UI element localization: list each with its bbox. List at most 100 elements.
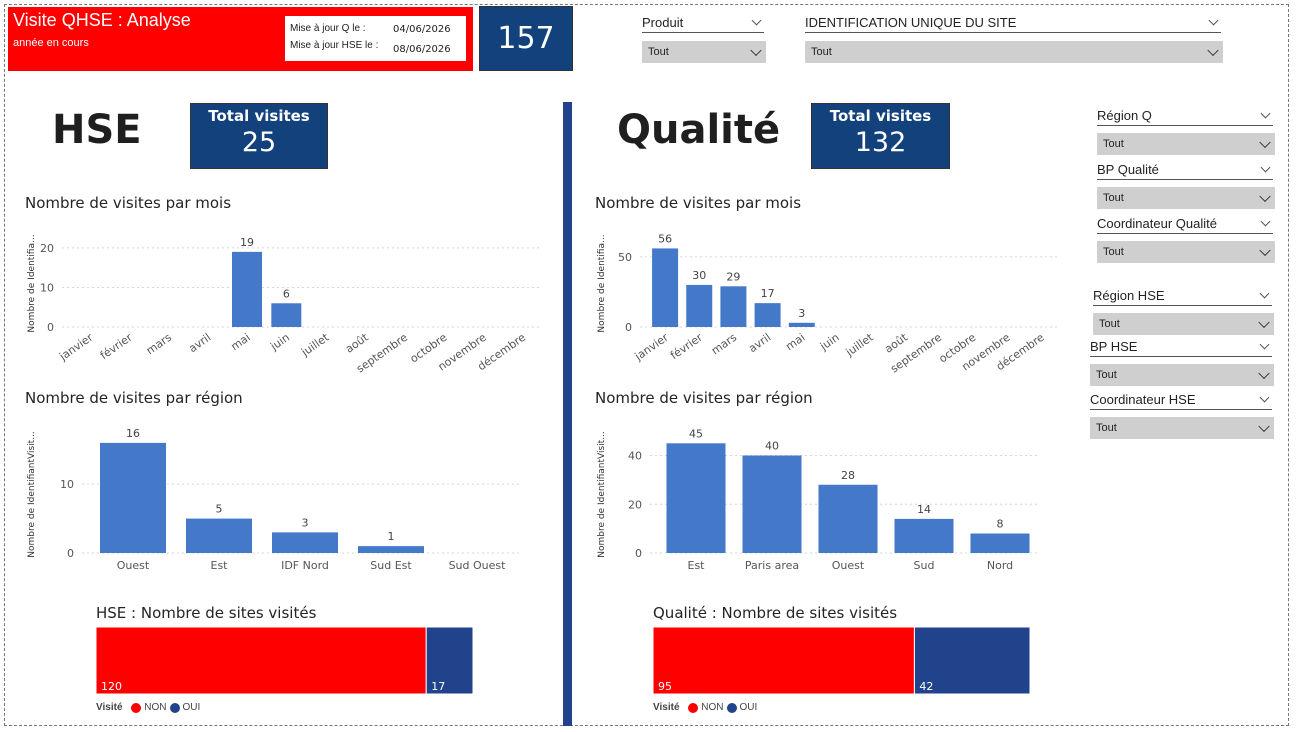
qualite-region-chart-title: Nombre de visites par région xyxy=(595,389,813,407)
data-label: 1 xyxy=(388,530,395,543)
hse-month-chart-title: Nombre de visites par mois xyxy=(25,194,232,212)
data-label: 45 xyxy=(689,427,703,440)
side-filter-title: Coordinateur HSE xyxy=(1090,392,1196,407)
x-tick-label: juillet xyxy=(298,330,332,359)
x-tick-label: août xyxy=(343,330,371,355)
qualite-month-chart-title: Nombre de visites par mois xyxy=(595,194,802,212)
side-filter-title: Région HSE xyxy=(1093,288,1165,303)
side-filter-value: Tout xyxy=(1096,369,1117,381)
x-tick-label: juin xyxy=(817,331,842,354)
x-tick-label: Est xyxy=(211,559,229,572)
y-tick-label: 50 xyxy=(618,251,632,264)
update-hse-value: 08/06/2026 xyxy=(393,44,451,55)
non-segment xyxy=(653,627,915,694)
y-tick-label: 0 xyxy=(625,321,632,334)
qualite-sites-title: Qualité : Nombre de sites visités xyxy=(653,604,898,622)
legend-non-label: NON xyxy=(144,702,167,713)
data-label: 3 xyxy=(798,307,805,320)
total-visits-kpi: 157 xyxy=(479,6,573,71)
side-filter-dropdown[interactable]: Tout xyxy=(1093,313,1274,335)
x-tick-label: Nord xyxy=(987,559,1013,572)
x-tick-label: Ouest xyxy=(117,559,150,572)
x-tick-label: Sud Est xyxy=(370,559,412,572)
y-tick-label: 0 xyxy=(47,321,54,334)
chevron-down-icon xyxy=(1260,216,1271,227)
x-tick-label: février xyxy=(668,331,705,363)
section-divider xyxy=(563,102,572,726)
y-tick-label: 40 xyxy=(628,450,642,463)
bar xyxy=(272,532,338,553)
hse-region-chart: 0 10 Nombre de IdentifiantVisit... 16 Ouest 5… xyxy=(27,427,520,572)
chevron-down-icon xyxy=(1259,190,1271,203)
segment-label: 17 xyxy=(431,680,445,693)
chevron-down-icon xyxy=(1208,15,1219,26)
y-axis-label: Nombre de IdentifiantVisit... xyxy=(597,431,607,558)
data-label: 14 xyxy=(917,503,931,516)
chevron-down-icon xyxy=(1259,136,1271,149)
data-label: 16 xyxy=(126,427,140,440)
non-segment xyxy=(96,627,427,694)
bar xyxy=(686,284,713,327)
bar xyxy=(788,322,815,327)
bar xyxy=(754,303,781,327)
report-subtitle: année en cours xyxy=(13,37,89,49)
x-tick-label: juillet xyxy=(843,330,877,359)
filter-site-dropdown[interactable]: Tout xyxy=(805,41,1223,63)
x-tick-label: Est xyxy=(688,559,706,572)
qualite-month-chart: 0 50 Nombre de Identifia... 56 janvier 30 févr… xyxy=(597,232,1058,375)
side-filter-value: Tout xyxy=(1103,246,1124,258)
bar xyxy=(232,251,262,327)
y-tick-label: 20 xyxy=(40,242,54,255)
side-filter-dropdown[interactable]: Tout xyxy=(1090,364,1274,386)
chevron-down-icon xyxy=(1258,420,1270,433)
side-filter-dropdown[interactable]: Tout xyxy=(1090,417,1274,439)
bar xyxy=(358,546,424,553)
update-q-value: 04/06/2026 xyxy=(393,24,451,35)
qualite-section-title: Qualité xyxy=(617,107,781,153)
x-tick-label: Sud Ouest xyxy=(449,559,507,572)
side-filter-dropdown[interactable]: Tout xyxy=(1097,133,1275,155)
qualite-sites-bar: 95 42 xyxy=(653,627,1030,694)
side-filter-label: Coordinateur HSE xyxy=(1090,392,1272,410)
segment-label: 42 xyxy=(919,680,933,693)
qualite-region-chart: 0 20 40 Nombre de IdentifiantVisit... 45 Est 4… xyxy=(597,427,1038,572)
legend-oui-marker xyxy=(726,702,737,713)
y-tick-label: 10 xyxy=(60,478,74,491)
x-tick-label: mai xyxy=(228,331,252,353)
legend-oui-label: OUI xyxy=(182,702,201,713)
y-axis-label: Nombre de Identifia... xyxy=(27,234,37,332)
x-tick-label: janvier xyxy=(632,331,671,364)
side-filter-value: Tout xyxy=(1103,138,1124,150)
chevron-down-icon xyxy=(1260,162,1271,173)
data-label: 40 xyxy=(765,440,779,453)
data-label: 56 xyxy=(658,232,672,245)
chevron-down-icon xyxy=(1259,288,1270,299)
legend-title: Visité xyxy=(653,702,680,713)
bar xyxy=(894,518,954,553)
x-tick-label: janvier xyxy=(56,331,95,364)
side-filter-title: BP Qualité xyxy=(1097,162,1159,177)
legend-non-marker xyxy=(131,702,142,713)
side-filter-dropdown[interactable]: Tout xyxy=(1097,241,1275,263)
hse-kpi-label: Total visites xyxy=(208,107,310,125)
segment-label: 120 xyxy=(101,680,122,693)
filter-produit-label: Produit xyxy=(642,15,764,33)
side-filter-value: Tout xyxy=(1099,318,1120,330)
update-dates-card: Mise à jour Q le : 04/06/2026 Mise à jou… xyxy=(285,16,466,61)
chevron-down-icon xyxy=(1260,108,1271,119)
report-title: Visite QHSE : Analyse xyxy=(13,10,191,30)
filter-produit-dropdown[interactable]: Tout xyxy=(642,41,766,63)
bar xyxy=(100,442,166,553)
data-label: 6 xyxy=(283,287,290,300)
qualite-kpi-label: Total visites xyxy=(829,107,932,125)
x-tick-label: juin xyxy=(267,331,292,354)
data-label: 19 xyxy=(240,236,254,249)
legend-oui-label: OUI xyxy=(739,702,758,713)
side-filter-dropdown[interactable]: Tout xyxy=(1097,187,1275,209)
bar xyxy=(271,303,302,327)
filter-site-title: IDENTIFICATION UNIQUE DU SITE xyxy=(805,15,1017,30)
side-filter-value: Tout xyxy=(1096,422,1117,434)
bar xyxy=(742,455,802,553)
chevron-down-icon xyxy=(751,15,762,26)
bar xyxy=(666,443,726,553)
